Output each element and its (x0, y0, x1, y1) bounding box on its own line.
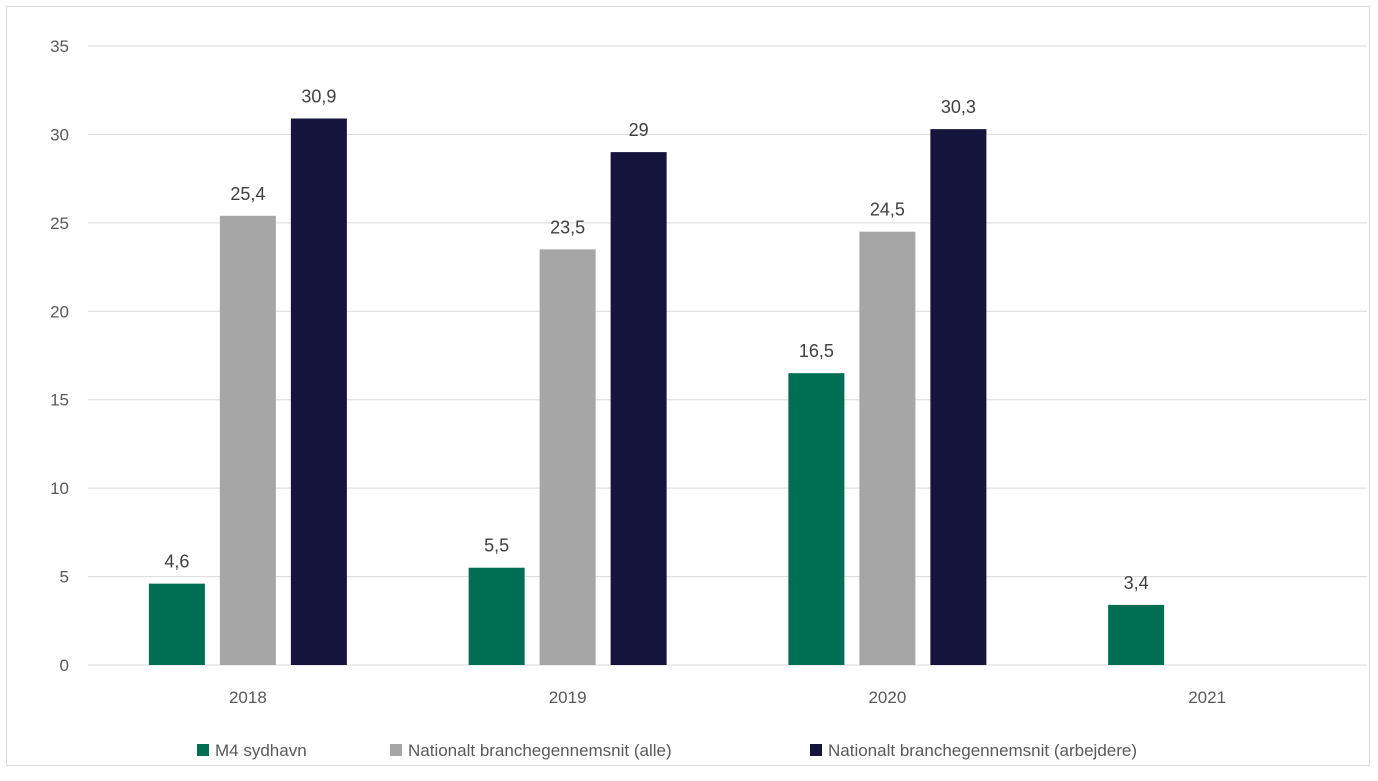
y-axis-tick-labels: 0 5 10 15 20 25 30 35 (50, 37, 69, 675)
y-tick-label: 15 (50, 391, 69, 410)
data-label: 24,5 (870, 200, 905, 220)
data-label: 30,3 (941, 97, 976, 117)
y-tick-label: 10 (50, 479, 69, 498)
y-tick-label: 20 (50, 302, 69, 321)
data-label: 3,4 (1124, 573, 1149, 593)
bar-2020-3 (930, 129, 987, 665)
x-axis-tick-labels: 2018 2019 2020 2021 (229, 688, 1226, 707)
bars (148, 118, 1165, 666)
bar-2018-3 (290, 118, 347, 666)
bar-2018-1 (148, 583, 205, 665)
legend-swatch (197, 744, 209, 756)
y-tick-label: 25 (50, 214, 69, 233)
data-labels: 4,6 25,4 30,9 5,5 23,5 29 16,5 24,5 30,3 3,4 (164, 87, 1148, 593)
data-label: 5,5 (484, 536, 509, 556)
bar-2019-1 (468, 567, 525, 665)
legend-swatch (810, 744, 822, 756)
gridlines (88, 45, 1367, 666)
legend-swatch (390, 744, 402, 756)
legend-label: M4 sydhavn (215, 741, 307, 760)
legend-label: Nationalt branchegennemsnit (alle) (408, 741, 672, 760)
y-tick-label: 30 (50, 125, 69, 144)
legend-label: Nationalt branchegennemsnit (arbejdere) (828, 741, 1137, 760)
bar-2018-2 (219, 215, 276, 666)
bar-2021-1 (1108, 604, 1165, 665)
data-label: 25,4 (230, 184, 265, 204)
bar-2020-2 (859, 231, 916, 665)
data-label: 23,5 (550, 217, 585, 237)
data-label: 4,6 (164, 552, 189, 572)
y-tick-label: 35 (50, 37, 69, 56)
legend: M4 sydhavn Nationalt branchegennemsnit (a… (197, 741, 1137, 760)
data-label: 16,5 (799, 341, 834, 361)
chart-frame: 0 5 10 15 20 25 30 35 4,6 25,4 30,9 5,5 23,5 29 16,5 2… (6, 6, 1370, 766)
bar-chart: 0 5 10 15 20 25 30 35 4,6 25,4 30,9 5,5 23,5 29 16,5 2… (50, 37, 1367, 760)
bar-2019-2 (539, 249, 596, 665)
bar-2019-3 (610, 152, 667, 666)
y-tick-label: 5 (60, 568, 69, 587)
x-tick-label: 2018 (229, 688, 267, 707)
bar-2020-1 (788, 373, 845, 665)
x-tick-label: 2020 (868, 688, 906, 707)
x-tick-label: 2021 (1188, 688, 1226, 707)
y-tick-label: 0 (60, 656, 69, 675)
data-label: 29 (629, 120, 649, 140)
x-tick-label: 2019 (549, 688, 587, 707)
data-label: 30,9 (301, 87, 336, 107)
